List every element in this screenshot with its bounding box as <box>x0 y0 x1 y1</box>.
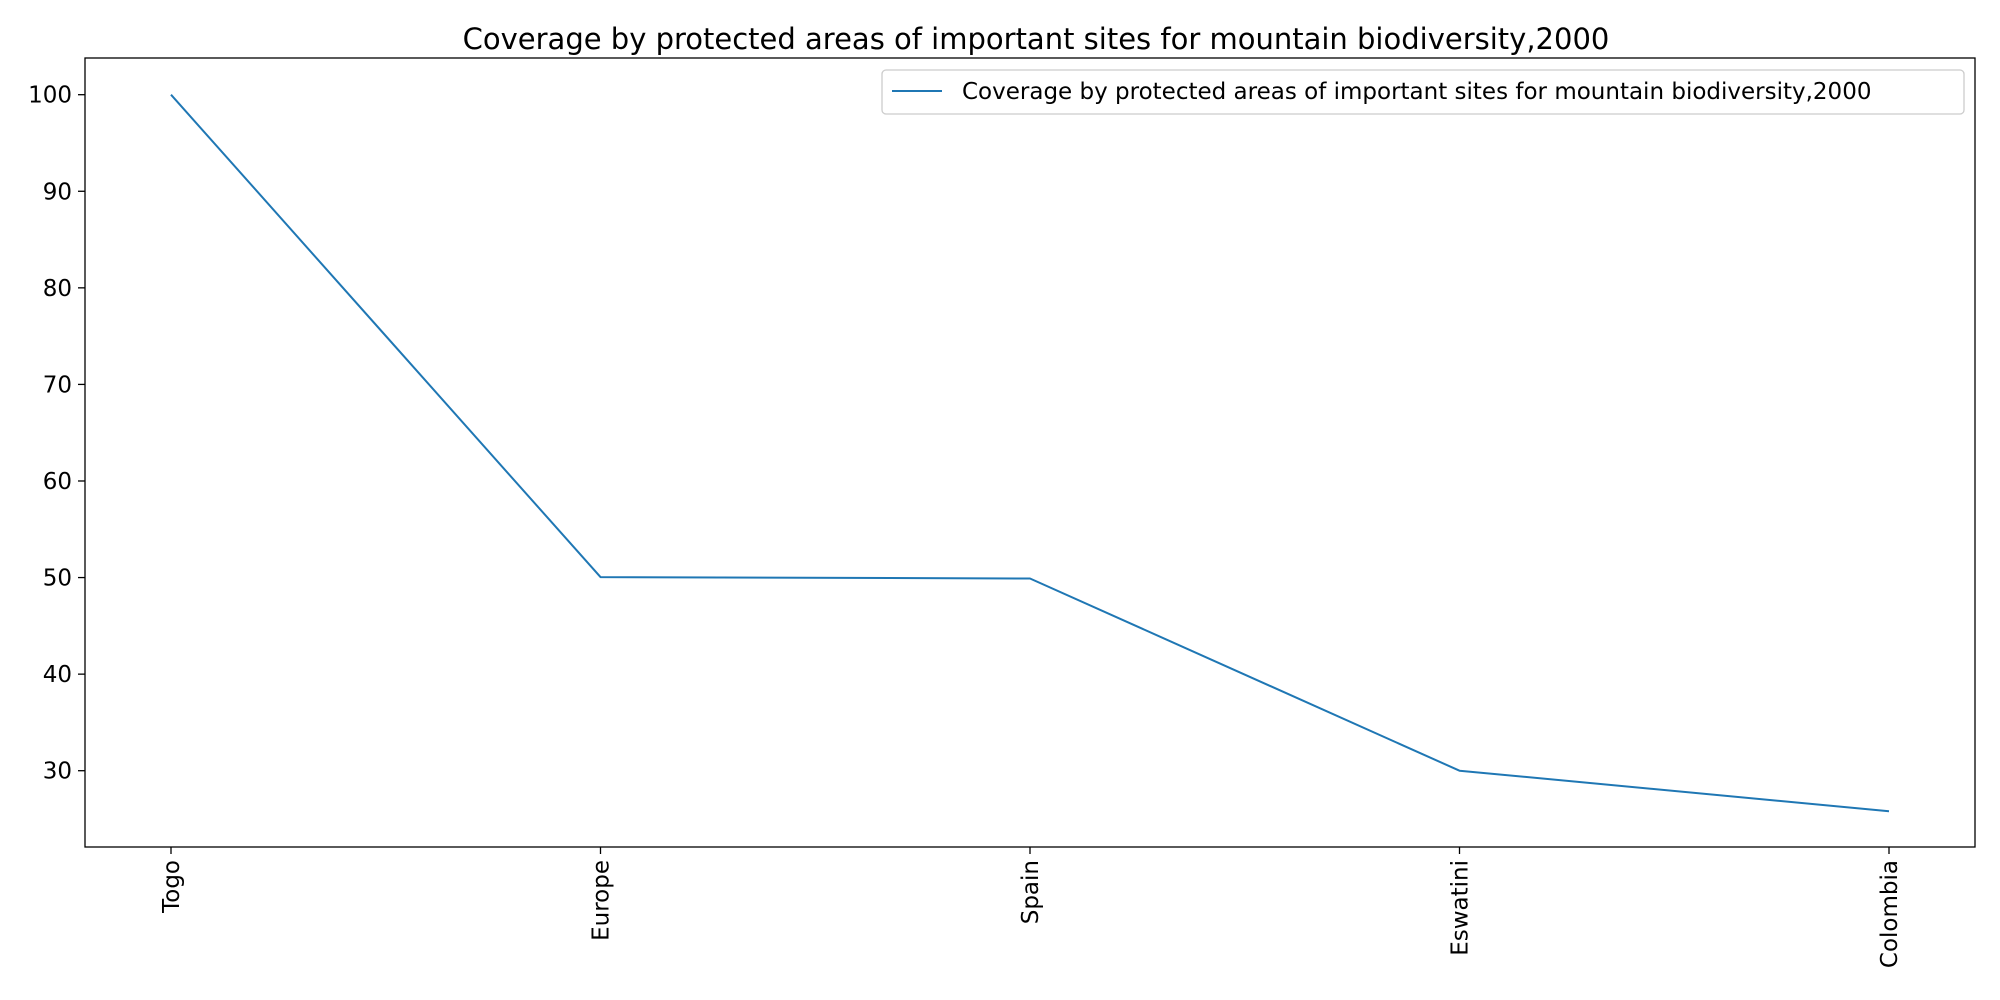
y-tick-label: 40 <box>43 662 72 688</box>
chart-title: Coverage by protected areas of important… <box>463 22 1610 56</box>
x-tick-label: Eswatini <box>1448 860 1474 956</box>
y-tick-label: 70 <box>43 372 72 398</box>
legend-label: Coverage by protected areas of important… <box>962 79 1871 105</box>
legend-box <box>881 69 1965 115</box>
y-axis: 30 40 50 60 70 80 90 100 <box>28 83 85 785</box>
x-tick-label: Togo <box>159 860 185 914</box>
x-tick-label: Colombia <box>1877 860 1903 968</box>
y-tick-label: 90 <box>43 179 72 205</box>
y-tick-label: 60 <box>43 469 72 495</box>
series-layer <box>170 94 1890 813</box>
y-tick-label: 30 <box>43 759 72 785</box>
y-tick-label: 80 <box>43 276 72 302</box>
x-axis: Togo Europe Spain Eswatini Colombia <box>159 847 1903 968</box>
x-tick-label: Europe <box>589 860 615 941</box>
legend: Coverage by protected areas of important… <box>881 69 1965 115</box>
y-tick-label: 50 <box>43 566 72 592</box>
x-tick-label: Spain <box>1018 860 1044 924</box>
series-line <box>170 94 1890 813</box>
y-tick-label: 100 <box>28 83 72 109</box>
